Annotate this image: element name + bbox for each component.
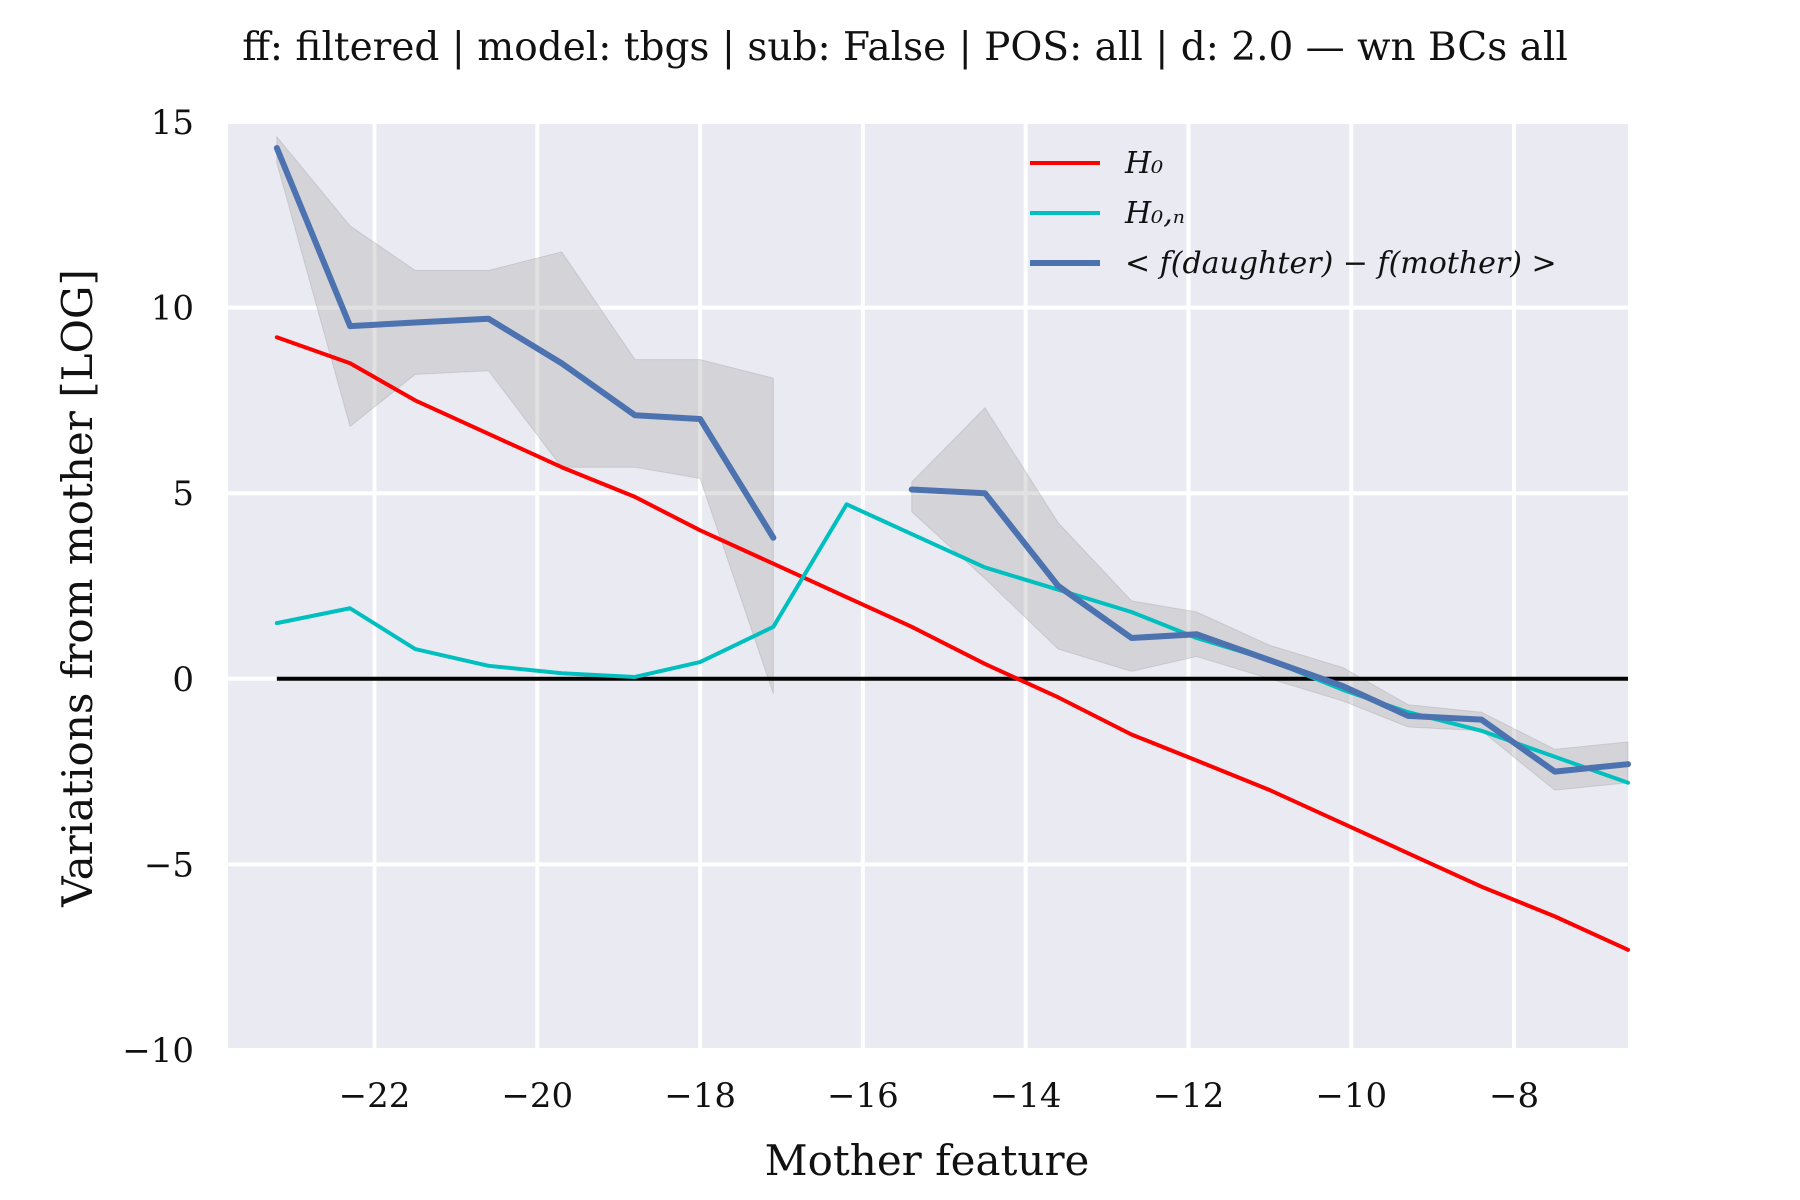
y-tick-label: 5 bbox=[172, 474, 194, 514]
x-tick-label: −14 bbox=[990, 1076, 1062, 1116]
legend-label: H₀,ₙ bbox=[1124, 196, 1185, 231]
legend-label: < f(daughter) − f(mother) > bbox=[1125, 246, 1557, 281]
y-tick-label: −10 bbox=[122, 1031, 194, 1071]
y-tick-label: −5 bbox=[144, 845, 194, 885]
y-tick-label: 10 bbox=[151, 289, 194, 329]
confidence-band bbox=[276, 135, 774, 694]
plot-area bbox=[228, 122, 1628, 1050]
x-tick-label: −20 bbox=[501, 1076, 573, 1116]
series-lines bbox=[273, 144, 1631, 952]
legend: H₀ H₀,ₙ < f(daughter) − f(mother) > bbox=[1030, 146, 1557, 281]
y-tick-label: 15 bbox=[151, 103, 194, 143]
x-axis-label: Mother feature bbox=[765, 1136, 1090, 1185]
h0-line bbox=[274, 335, 1630, 952]
chart-title: ff: filtered | model: tbgs | sub: False … bbox=[242, 25, 1568, 70]
mean-difference-line bbox=[908, 486, 1631, 775]
x-tick-labels: −22 −20 −18 −16 −14 −12 −10 −8 bbox=[339, 1076, 1539, 1116]
x-tick-label: −22 bbox=[339, 1076, 411, 1116]
mean-difference-line bbox=[273, 144, 777, 541]
y-tick-labels: 15 10 5 0 −5 −10 bbox=[122, 103, 194, 1071]
y-tick-label: 0 bbox=[172, 660, 194, 700]
legend-label: H₀ bbox=[1124, 146, 1163, 181]
x-tick-label: −12 bbox=[1153, 1076, 1225, 1116]
x-tick-label: −8 bbox=[1489, 1076, 1539, 1116]
y-axis-label: Variations from mother [LOG] bbox=[53, 269, 102, 908]
x-tick-label: −10 bbox=[1315, 1076, 1387, 1116]
x-tick-label: −16 bbox=[827, 1076, 899, 1116]
x-tick-label: −18 bbox=[664, 1076, 736, 1116]
